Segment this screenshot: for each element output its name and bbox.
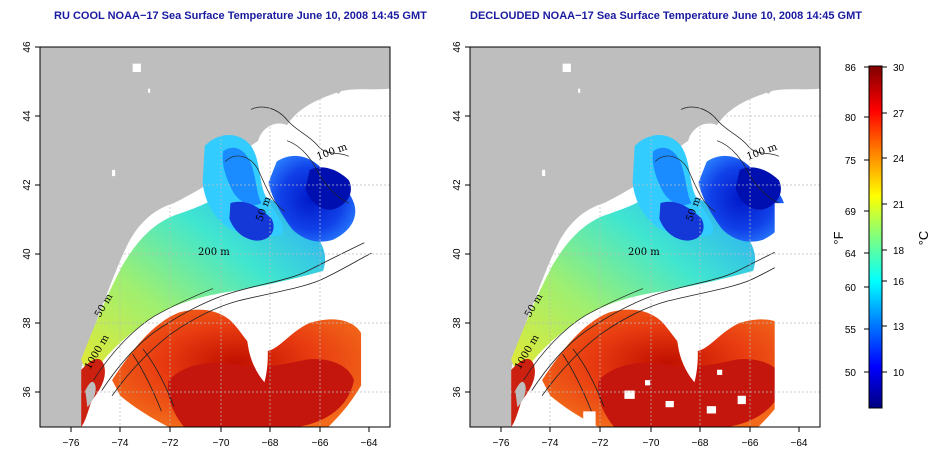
right-sst-map (470, 47, 820, 427)
right-x-tick: −64 (791, 438, 808, 449)
colorbar-c-tick: 21 (893, 200, 905, 211)
right-x-tick: −70 (643, 438, 660, 449)
left-x-tick: −64 (361, 438, 378, 449)
left-map-panel: −76 −74 −72 −70 −68 −66 −64 46 44 42 40 … (22, 41, 391, 449)
right-map-title: DECLOUDED NOAA−17 Sea Surface Temperatur… (470, 10, 862, 22)
colorbar-f-tick: 64 (845, 249, 857, 260)
left-contour-label: 200 m (198, 247, 230, 258)
colorbar-c-tick: 27 (893, 109, 905, 120)
right-y-tick: 38 (452, 317, 463, 329)
left-graticule (40, 47, 390, 427)
left-x-tick: −66 (312, 438, 329, 449)
left-y-tick: 40 (22, 248, 33, 260)
colorbar-c-tick: 18 (893, 246, 905, 257)
colorbar-gradient (868, 65, 883, 409)
right-contour-label: 100 m (745, 141, 779, 162)
colorbar-f-tick: 80 (845, 113, 857, 124)
left-x-tick: −68 (262, 438, 279, 449)
right-y-tick: 42 (452, 179, 463, 191)
left-y-tick: 38 (22, 317, 33, 329)
colorbar-f-tick: 50 (845, 368, 857, 379)
colorbar-f-tick: 55 (845, 325, 857, 336)
right-x-tick: −72 (592, 438, 609, 449)
colorbar-f-tick: 75 (845, 156, 857, 167)
right-y-tick: 40 (452, 248, 463, 260)
colorbar-f-tick: 69 (845, 207, 857, 218)
right-contour-label: 200 m (628, 247, 660, 258)
right-map-frame (469, 46, 821, 428)
left-x-tick: −74 (112, 438, 129, 449)
colorbar-fahrenheit-label: °F (831, 231, 846, 244)
colorbar-f-tick: 86 (845, 63, 857, 74)
colorbar-c-tick: 10 (893, 368, 905, 379)
left-y-tick: 36 (22, 386, 33, 398)
right-x-tick: −76 (493, 438, 510, 449)
left-x-tick: −70 (213, 438, 230, 449)
left-map-frame (39, 46, 391, 428)
left-y-tick: 44 (22, 110, 33, 122)
right-x-tick: −66 (742, 438, 759, 449)
colorbar-c-tick: 13 (893, 322, 905, 333)
colorbar-celsius-label: °C (916, 231, 931, 246)
left-y-tick: 46 (22, 41, 33, 53)
colorbar-f-tick: 60 (845, 283, 857, 294)
left-x-tick: −76 (63, 438, 80, 449)
right-x-tick: −68 (692, 438, 709, 449)
left-map-title: RU COOL NOAA−17 Sea Surface Temperature … (54, 10, 427, 22)
right-y-tick: 46 (452, 41, 463, 53)
left-y-tick: 42 (22, 179, 33, 191)
right-graticule (470, 47, 820, 427)
right-y-tick: 44 (452, 110, 463, 122)
colorbar: 86 80 75 69 64 60 55 50 30 27 24 21 18 1… (831, 63, 931, 409)
right-x-tick: −74 (542, 438, 559, 449)
colorbar-c-tick: 16 (893, 277, 905, 288)
right-map-panel: −76 −74 −72 −70 −68 −66 −64 46 44 42 40 … (452, 41, 821, 449)
right-y-tick: 36 (452, 386, 463, 398)
left-x-tick: −72 (162, 438, 179, 449)
colorbar-c-tick: 30 (893, 63, 905, 74)
colorbar-c-tick: 24 (893, 154, 905, 165)
left-contour-label: 100 m (315, 141, 349, 162)
